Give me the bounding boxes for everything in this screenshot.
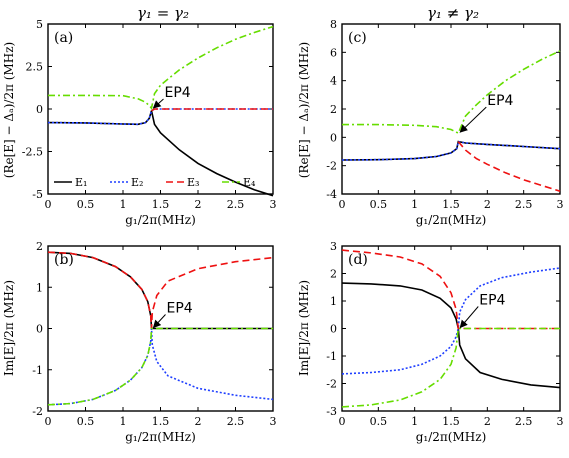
legend-label-e3: E₃ <box>187 176 199 189</box>
x-tick-label: 2 <box>484 198 491 211</box>
y-tick-label: 4 <box>330 75 337 88</box>
y-tick-label: 0 <box>330 131 337 144</box>
x-tick-label: 0.5 <box>77 415 95 428</box>
series-line-e3 <box>47 251 274 329</box>
annotation-label: EP4 <box>479 293 505 309</box>
panel-label: (b) <box>54 252 74 268</box>
annotation-label: EP4 <box>165 85 191 101</box>
x-tick-label: 0 <box>45 198 52 211</box>
series-line-e4 <box>47 327 273 406</box>
y-axis-label: Im[E]/2π (MHz) <box>297 280 311 376</box>
y-tick-label: 2 <box>36 240 43 253</box>
x-tick-label: 1.5 <box>152 198 170 211</box>
x-tick-label: 1 <box>120 415 127 428</box>
y-tick-label: 0 <box>36 103 43 116</box>
annotation-label: EP4 <box>167 301 193 317</box>
y-tick-label: 1 <box>330 295 337 308</box>
panel-c: 0 0.5 1 1.5 2 2.5 3 8 6 4 2 0 -2 -4 g₁/2π(MHz) (Re[E] −… <box>297 18 564 227</box>
x-tick-label: 0 <box>339 415 346 428</box>
y-tick-label: -2 <box>32 405 43 418</box>
y-tick-label: 2 <box>330 268 337 281</box>
panel-label: (d) <box>348 252 368 268</box>
x-tick-label: 0 <box>339 198 346 211</box>
y-tick-label: -4 <box>326 188 337 201</box>
panel-a: 0 0.5 1 1.5 2 2.5 3 5 2.5 0 -2.5 -5 g₁/2π(MHz) (Re[E]… <box>2 18 277 227</box>
legend-label-e2: E₂ <box>131 176 143 189</box>
series-line-e1 <box>341 140 561 161</box>
y-tick-label: -1 <box>326 350 337 363</box>
y-tick-label: -2 <box>326 160 337 173</box>
x-tick-label: 0 <box>45 415 52 428</box>
y-tick-label: 6 <box>330 46 337 59</box>
x-tick-label: 3 <box>270 415 277 428</box>
plot-frame <box>341 23 561 195</box>
y-tick-label: -3 <box>326 405 337 418</box>
series-line-e4 <box>342 50 561 135</box>
x-tick-label: 0.5 <box>370 198 388 211</box>
y-tick-label: -1 <box>32 364 43 377</box>
annotation-arrow <box>459 106 487 133</box>
y-tick-label: 1 <box>36 281 43 294</box>
legend-label-e4: E₄ <box>243 176 256 189</box>
x-tick-label: 1.5 <box>152 415 170 428</box>
series-line-e3 <box>151 108 273 112</box>
x-tick-label: 1 <box>411 198 418 211</box>
series-line-e3 <box>341 249 560 330</box>
y-tick-label: -2 <box>326 378 337 391</box>
x-axis-label: g₁/2π(MHz) <box>125 213 196 227</box>
x-tick-label: 1 <box>120 198 127 211</box>
y-axis-label: Im[E]/2π (MHz) <box>2 280 16 376</box>
x-tick-label: 3 <box>557 415 564 428</box>
series-line-e1 <box>47 251 273 330</box>
x-tick-label: 2 <box>195 198 202 211</box>
y-tick-label: 2.5 <box>26 61 44 74</box>
x-tick-label: 3 <box>557 198 564 211</box>
series-line-e4 <box>48 25 274 110</box>
x-tick-label: 2 <box>195 415 202 428</box>
column-title-right: γ₁ ≠ γ₂ <box>427 4 479 22</box>
y-tick-label: -2.5 <box>22 146 43 159</box>
x-tick-label: 0.5 <box>77 198 95 211</box>
x-tick-label: 2.5 <box>227 415 245 428</box>
panel-d: 0 0.5 1 1.5 2 2.5 3 3 2 1 0 -1 -2 -3 g₁/2π(MHz) Im[E]/2… <box>297 240 564 444</box>
annotation-arrow <box>152 314 166 329</box>
x-tick-label: 2.5 <box>227 198 245 211</box>
x-axis-label: g₁/2π(MHz) <box>416 430 487 444</box>
column-title-left: γ₁ = γ₂ <box>137 4 189 22</box>
y-axis-label: (Re[E] − Δₐ)/2π (MHz) <box>297 42 311 178</box>
annotation-arrow <box>152 98 164 109</box>
x-tick-label: 2 <box>484 415 491 428</box>
x-tick-label: 3 <box>270 198 277 211</box>
series-line-e3 <box>457 141 561 192</box>
x-tick-label: 1.5 <box>442 198 460 211</box>
series-line-e2 <box>47 328 274 406</box>
y-tick-label: -5 <box>32 188 43 201</box>
y-axis-label: (Re[E] − Δₐ)/2π (MHz) <box>2 42 16 178</box>
annotation-label: EP4 <box>487 93 513 109</box>
y-tick-label: 2 <box>330 103 337 116</box>
series-line-e2 <box>47 108 273 126</box>
y-tick-label: 0 <box>36 323 43 336</box>
y-tick-label: 5 <box>36 18 43 31</box>
panel-b: 0 0.5 1 1.5 2 2.5 3 2 1 0 -1 -2 g₁/2π(MHz) Im[E]/2π (… <box>2 240 277 444</box>
x-tick-label: 0.5 <box>370 415 388 428</box>
y-tick-label: 3 <box>330 240 337 253</box>
x-tick-label: 2.5 <box>515 198 533 211</box>
y-tick-label: 0 <box>330 323 337 336</box>
y-tick-label: 8 <box>330 18 337 31</box>
series-line-e4 <box>341 327 560 408</box>
x-axis-label: g₁/2π(MHz) <box>416 213 487 227</box>
x-tick-label: 1.5 <box>442 415 460 428</box>
x-axis-label: g₁/2π(MHz) <box>125 430 196 444</box>
series-line-e2 <box>341 140 561 161</box>
annotation-arrow <box>459 306 479 329</box>
x-tick-label: 2.5 <box>515 415 533 428</box>
panel-label: (c) <box>348 30 367 46</box>
x-tick-label: 1 <box>411 415 418 428</box>
legend-label-e1: E₁ <box>75 176 87 189</box>
panel-label: (a) <box>54 30 73 46</box>
series-line-e2 <box>341 267 561 375</box>
